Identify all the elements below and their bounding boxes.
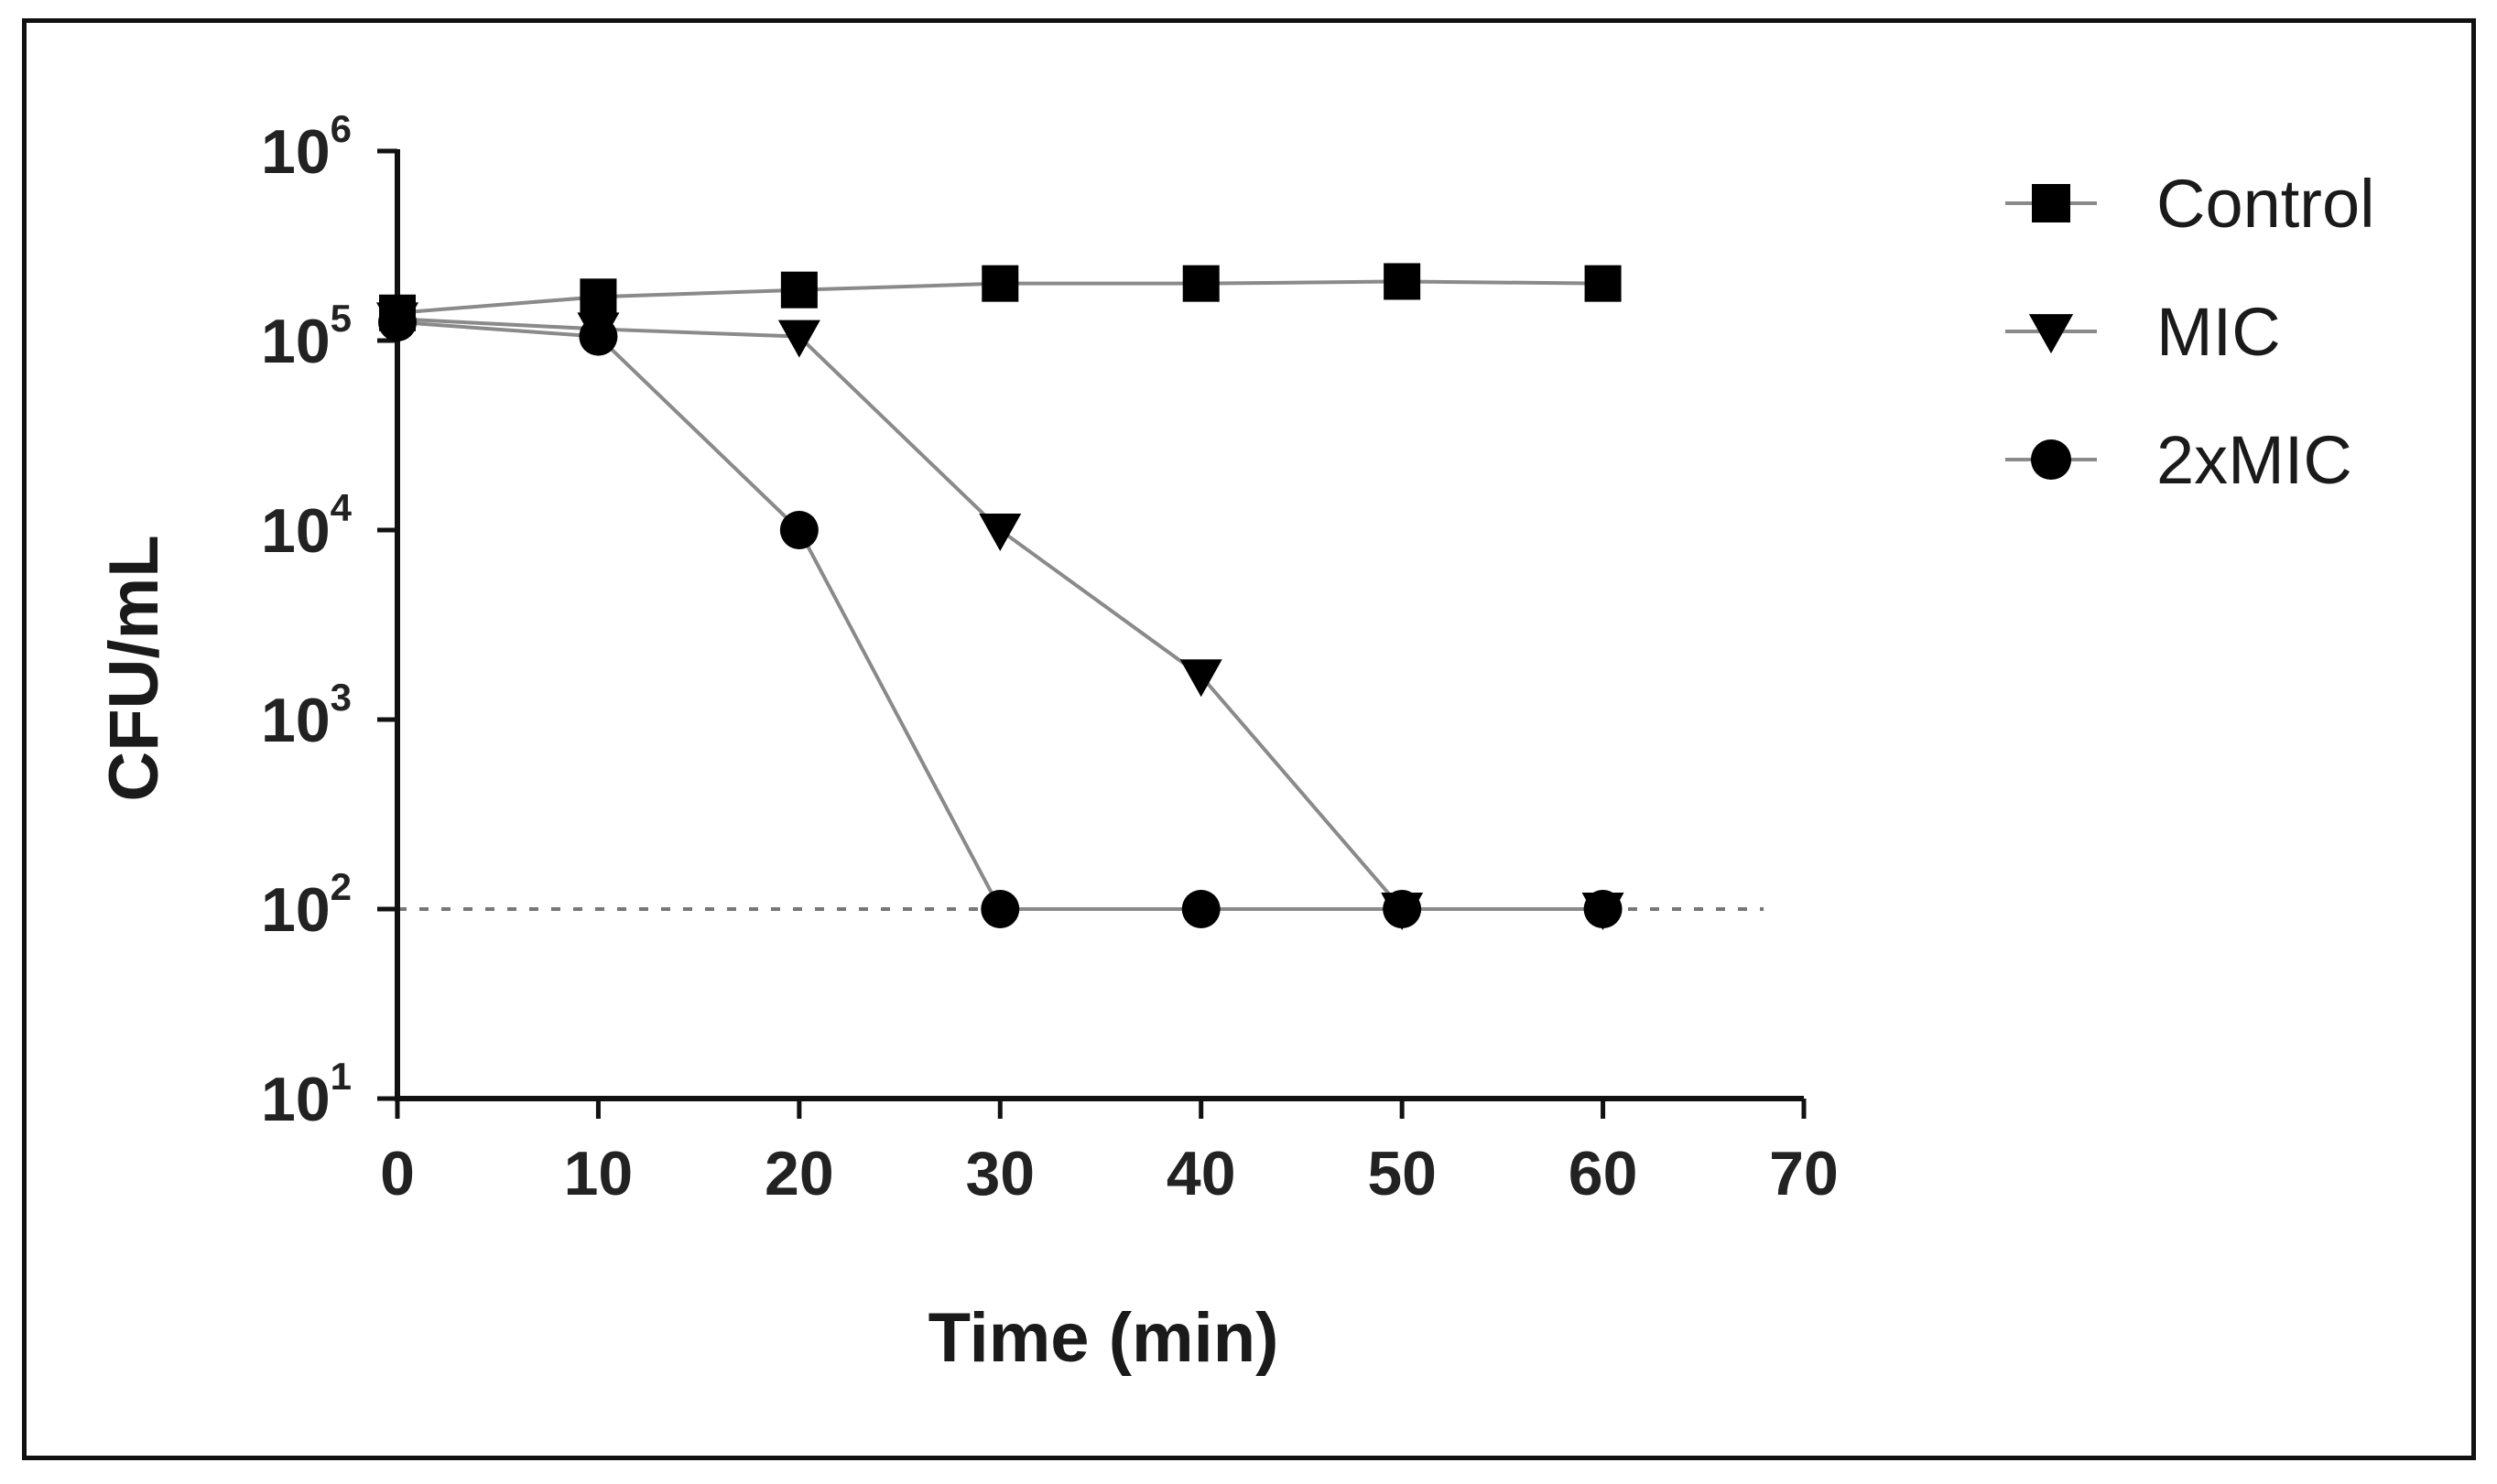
- y-tick-label: 102: [261, 865, 352, 945]
- series-line-2xmic: [396, 320, 1603, 911]
- x-tick-label: 0: [380, 1139, 415, 1208]
- y-tick-label: 106: [261, 107, 352, 187]
- x-tick-label: 50: [1367, 1139, 1437, 1208]
- legend-label: MIC: [2156, 294, 2281, 370]
- y-axis-title: CFU/mL: [95, 535, 173, 801]
- data-point-2xmic: [579, 317, 618, 356]
- data-point-control: [580, 278, 617, 316]
- x-tick-label: 10: [564, 1139, 634, 1208]
- legend-item-2xmic: 2xMIC: [2005, 422, 2352, 498]
- x-tick-label: 70: [1769, 1139, 1839, 1208]
- legend-label: 2xMIC: [2156, 422, 2352, 498]
- series-lines-layer: [396, 279, 1603, 911]
- data-point-control: [1584, 265, 1622, 302]
- data-point-2xmic: [1181, 890, 1221, 928]
- figure-frame: [22, 18, 2476, 1460]
- data-point-control: [1182, 265, 1220, 302]
- data-point-control: [780, 271, 818, 309]
- data-point-control: [1384, 263, 1421, 300]
- x-tick-label: 20: [765, 1139, 834, 1208]
- legend-marker-mic: [2028, 314, 2074, 354]
- x-axis-title: Time (min): [928, 1299, 1279, 1377]
- y-tick-label: 105: [261, 297, 352, 376]
- legend-label: Control: [2156, 166, 2375, 242]
- legend: Control MIC 2xMIC: [2005, 166, 2375, 498]
- y-tick-label: 103: [261, 676, 352, 755]
- data-point-2xmic: [981, 890, 1020, 928]
- series-line-mic: [396, 317, 1603, 911]
- data-point-2xmic: [779, 511, 819, 549]
- legend-marker-control: [2032, 184, 2070, 222]
- legend-item-mic: MIC: [2005, 294, 2281, 370]
- x-tick-label: 30: [965, 1139, 1035, 1208]
- y-tick-label: 104: [261, 486, 353, 566]
- data-point-2xmic: [1383, 890, 1422, 928]
- data-point-2xmic: [378, 302, 417, 341]
- data-point-2xmic: [1583, 890, 1623, 928]
- legend-marker-2xmic: [2030, 439, 2072, 481]
- data-point-mic: [1179, 659, 1222, 698]
- data-point-control: [982, 265, 1019, 302]
- series-markers-layer: [376, 263, 1624, 930]
- y-tick-label: 101: [261, 1055, 352, 1134]
- data-point-mic: [979, 514, 1022, 551]
- data-point-mic: [777, 320, 820, 358]
- x-tick-label: 60: [1569, 1139, 1638, 1208]
- legend-item-control: Control: [2005, 166, 2375, 242]
- x-tick-label: 40: [1167, 1139, 1236, 1208]
